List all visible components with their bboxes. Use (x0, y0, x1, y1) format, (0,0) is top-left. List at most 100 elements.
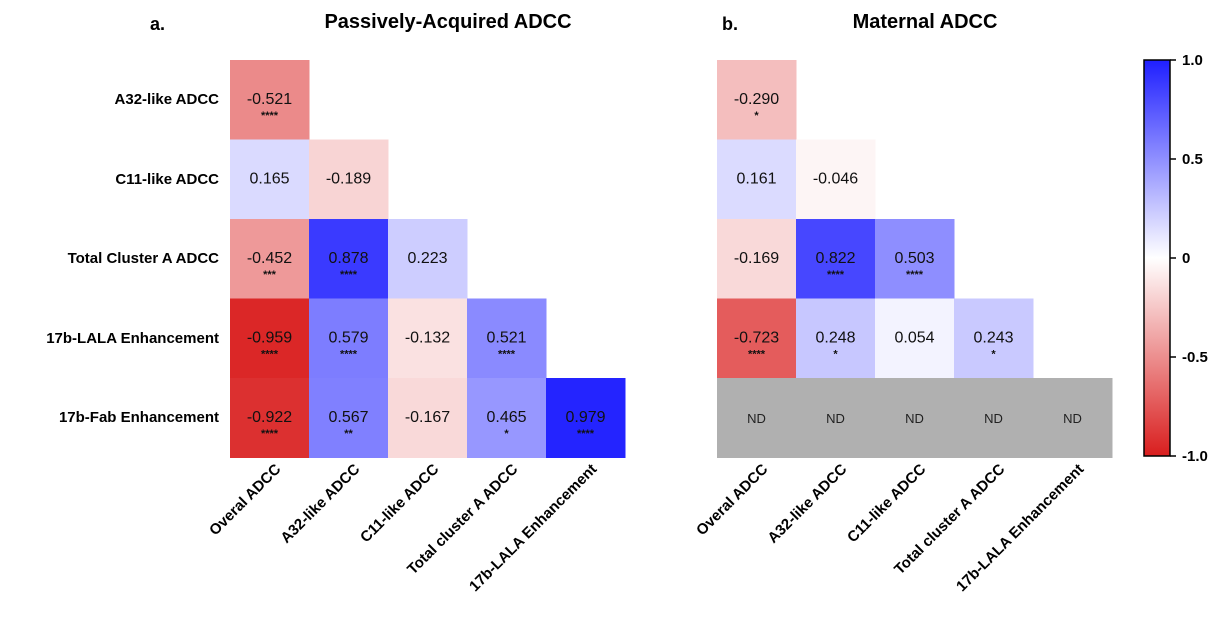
row-label-c11: C11-like ADCC (115, 171, 219, 188)
cell-value-label: -0.189 (326, 170, 371, 187)
heatmap-cell-b-r2-c2 (875, 219, 955, 299)
panel-b-letter: b. (722, 14, 738, 34)
heatmap-cell-b-r3-c1 (796, 298, 876, 379)
cell-nd-label: ND (747, 411, 766, 426)
colorbar-tick-label: 1.0 (1182, 52, 1203, 69)
cell-significance-label: * (991, 348, 996, 360)
cell-value-label: -0.046 (813, 170, 858, 187)
cell-significance-label: **** (261, 428, 279, 440)
cell-value-label: 0.465 (486, 409, 526, 426)
cell-significance-label: **** (340, 269, 358, 281)
column-label-b-0: Overal ADCC (693, 461, 771, 539)
cell-value-label: -0.132 (405, 329, 450, 346)
heatmap-cell-b-r4-c1 (796, 378, 876, 458)
colorbar-tick-label: 0.5 (1182, 151, 1203, 168)
heatmap-cell-b-r1-c0 (717, 139, 797, 220)
colorbar-ticks: 1.0 0.5 0 -0.5 -1.0 (1170, 52, 1208, 465)
cell-significance-label: * (504, 428, 509, 440)
heatmap-cell-a-r4-c2 (388, 378, 468, 458)
cell-nd-label: ND (826, 411, 845, 426)
heatmap-cell-b-r1-c1 (796, 139, 876, 220)
heatmap-cell-a-r4-c3 (467, 378, 547, 458)
cell-value-label: 0.567 (328, 409, 368, 426)
cell-significance-label: **** (827, 269, 845, 281)
row-label-17b-lala: 17b-LALA Enhancement (46, 330, 219, 347)
heatmap-cell-b-r3-c3 (954, 298, 1034, 379)
heatmap-cell-b-r4-c4 (1033, 378, 1113, 458)
cell-significance-label: * (754, 110, 759, 122)
heatmap-cell-b-r2-c0 (717, 219, 797, 299)
cell-significance-label: **** (261, 348, 279, 360)
cell-significance-label: **** (906, 269, 924, 281)
column-label-b-2: C11-like ADCC (844, 461, 929, 546)
column-label-b-1: A32-like ADCC (764, 461, 850, 547)
panel-a-heatmap: -0.521****0.165 -0.189-0.452***0.878****0… (230, 60, 626, 458)
column-label-b-4: 17b-LALA Enhancement (953, 461, 1087, 595)
cell-significance-label: **** (577, 428, 595, 440)
cell-significance-label: *** (263, 269, 277, 281)
heatmap-cell-a-r4-c1 (309, 378, 389, 458)
cell-value-label: 0.979 (565, 409, 605, 426)
heatmap-cell-b-r0-c0 (717, 60, 797, 140)
cell-value-label: 0.248 (815, 329, 855, 346)
cell-value-label: 0.054 (894, 329, 934, 346)
cell-nd-label: ND (984, 411, 1003, 426)
heatmap-cell-a-r1-c1 (309, 139, 389, 220)
heatmap-cell-a-r2-c0 (230, 219, 310, 299)
column-label-a-4: 17b-LALA Enhancement (466, 461, 600, 595)
cell-value-label: -0.521 (247, 91, 292, 108)
cell-significance-label: * (833, 348, 838, 360)
cell-significance-label: **** (340, 348, 358, 360)
panel-a-letter: a. (150, 14, 165, 34)
cell-value-label: 0.521 (486, 329, 526, 346)
cell-value-label: 0.223 (407, 250, 447, 267)
colorbar-tick-label: -1.0 (1182, 448, 1208, 465)
heatmap-cell-a-r2-c1 (309, 219, 389, 299)
cell-value-label: -0.723 (734, 329, 779, 346)
colorbar: 1.0 0.5 0 -0.5 -1.0 (1143, 52, 1208, 465)
heatmap-cell-b-r3-c2 (875, 298, 955, 379)
panel-b-heatmap: -0.290*0.161 -0.046-0.169 0.822****0.503**… (717, 60, 1113, 458)
heatmap-cell-a-r4-c0 (230, 378, 310, 458)
heatmap-cell-b-r2-c1 (796, 219, 876, 299)
cell-value-label: 0.243 (973, 329, 1013, 346)
cell-value-label: 0.503 (894, 250, 934, 267)
cell-value-label: 0.822 (815, 250, 855, 267)
cell-significance-label: **** (261, 110, 279, 122)
cell-value-label: -0.169 (734, 250, 779, 267)
cell-value-label: 0.878 (328, 250, 368, 267)
colorbar-gradient (1143, 59, 1171, 457)
cell-nd-label: ND (1063, 411, 1082, 426)
cell-value-label: 0.161 (736, 170, 776, 187)
cell-value-label: -0.922 (247, 409, 292, 426)
row-label-17b-fab: 17b-Fab Enhancement (59, 409, 219, 426)
cell-significance-label: **** (748, 348, 766, 360)
heatmap-cell-a-r0-c0 (230, 60, 310, 140)
row-label-total-cluster-a: Total Cluster A ADCC (68, 250, 220, 267)
cell-value-label: -0.167 (405, 409, 450, 426)
heatmap-cell-a-r3-c2 (388, 298, 468, 379)
colorbar-tick-label: -0.5 (1182, 349, 1208, 366)
panel-a-title: Passively-Acquired ADCC (324, 11, 571, 33)
heatmap-cell-b-r4-c0 (717, 378, 797, 458)
heatmap-cell-b-r4-c3 (954, 378, 1034, 458)
cell-significance-label: **** (498, 348, 516, 360)
row-label-a32: A32-like ADCC (115, 91, 220, 108)
heatmap-cell-a-r2-c2 (388, 219, 468, 299)
cell-value-label: 0.579 (328, 329, 368, 346)
cell-significance-label: ** (344, 428, 353, 440)
cell-value-label: -0.452 (247, 250, 292, 267)
cell-value-label: 0.165 (249, 170, 289, 187)
heatmap-cell-a-r3-c1 (309, 298, 389, 379)
heatmap-cell-b-r4-c2 (875, 378, 955, 458)
panel-b-title: Maternal ADCC (853, 11, 998, 33)
column-label-a-0: Overal ADCC (206, 461, 284, 539)
cell-nd-label: ND (905, 411, 924, 426)
heatmap-cell-a-r3-c3 (467, 298, 547, 379)
column-label-a-1: A32-like ADCC (277, 461, 363, 547)
heatmap-cell-a-r4-c4 (546, 378, 626, 458)
cell-value-label: -0.290 (734, 91, 779, 108)
